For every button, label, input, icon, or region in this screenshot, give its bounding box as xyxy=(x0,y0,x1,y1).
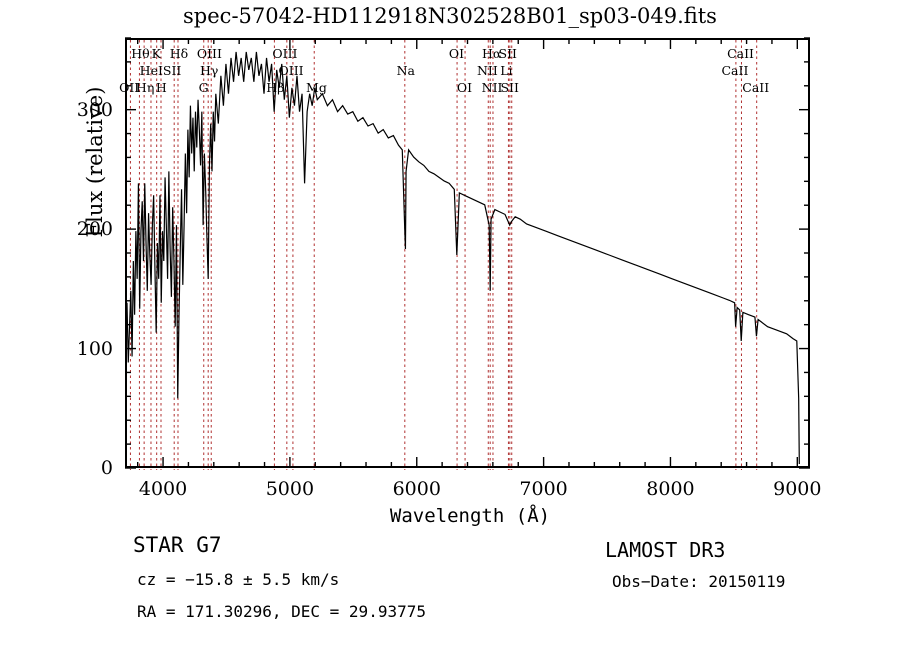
coordinates-text: RA = 171.30296, DEC = 29.93775 xyxy=(137,602,426,621)
x-tick-label: 8000 xyxy=(646,478,695,500)
x-tick-label: 9000 xyxy=(773,478,822,500)
y-tick-label: 300 xyxy=(76,98,113,121)
spectral-line-label: OIII xyxy=(196,46,222,61)
observation-date-text: Obs−Date: 20150119 xyxy=(612,572,786,591)
x-tick-label: 4000 xyxy=(138,478,188,500)
spectral-line-label: G xyxy=(198,80,209,95)
spectral-line-label: NII xyxy=(481,80,503,95)
spectral-line-label: SII xyxy=(162,63,182,78)
spectrum-trace xyxy=(127,51,800,465)
spectral-line-label: OIII xyxy=(278,63,304,78)
spectral-line-label: OIII xyxy=(272,46,298,61)
page-title: spec-57042-HD112918N302528B01_sp03-049.f… xyxy=(183,4,717,28)
spectral-line-label: K xyxy=(151,46,161,61)
spectral-line-label: OI xyxy=(456,80,473,95)
spectral-line-label: CaII xyxy=(742,80,770,95)
spectral-line-label: Hγ xyxy=(199,63,219,78)
spectral-line-label: CaII xyxy=(721,63,749,78)
spectral-line-label: HeI xyxy=(139,63,163,78)
redshift-velocity-text: cz = −15.8 ± 5.5 km/s xyxy=(137,570,340,589)
y-tick-label: 200 xyxy=(76,218,113,241)
y-tick-label: 100 xyxy=(76,337,113,360)
y-axis-title: Flux (relative) xyxy=(83,86,107,238)
spectral-line-label: OII xyxy=(119,80,140,95)
x-tick-label: 6000 xyxy=(392,478,441,500)
spectral-line-label: Hα xyxy=(481,46,502,61)
spectral-line-label: Na xyxy=(396,63,415,78)
spectrum-plot-frame xyxy=(125,38,810,470)
y-tick-label: 0 xyxy=(100,457,113,479)
spectral-line-label: Li xyxy=(500,63,513,78)
flux-polyline xyxy=(127,51,800,465)
spectral-line-label: SII xyxy=(500,80,519,95)
spectral-line-label: OI xyxy=(448,46,465,61)
x-tick-label: 5000 xyxy=(265,478,315,500)
spectral-line-label: SII xyxy=(498,46,517,61)
spectral-line-label: Hη xyxy=(135,80,155,95)
spectral-line-label: Mg xyxy=(306,80,327,95)
spectral-line-label: H xyxy=(155,80,167,95)
spectral-line-label: Hβ xyxy=(266,80,285,95)
object-class-text: STAR G7 xyxy=(133,533,222,557)
spectral-line-label: Hθ xyxy=(131,46,150,61)
spectral-line-label: CaII xyxy=(727,46,754,61)
x-axis-title: Wavelength (Å) xyxy=(389,505,551,527)
spectral-line-label: Hδ xyxy=(169,46,189,61)
survey-name-text: LAMOST DR3 xyxy=(605,538,726,562)
spectral-line-label: NII xyxy=(476,63,498,78)
x-tick-label: 7000 xyxy=(519,478,568,500)
